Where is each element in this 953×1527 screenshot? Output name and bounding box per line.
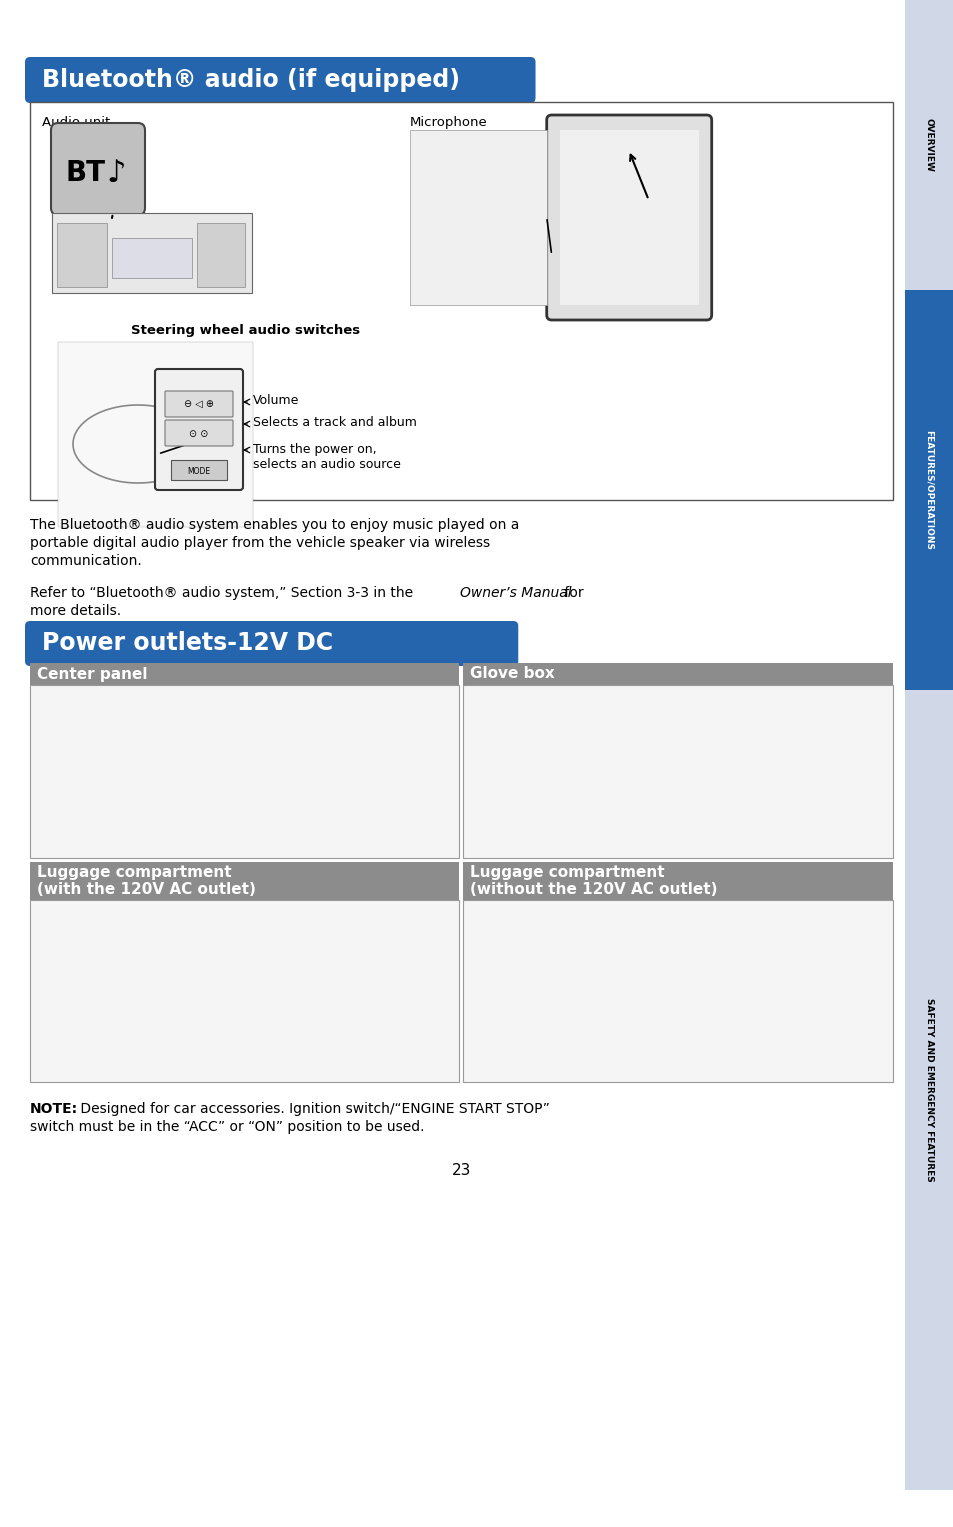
Text: Power outlets-12V DC: Power outlets-12V DC: [42, 632, 333, 655]
Bar: [463, 899, 892, 1083]
Text: (with the 120V AC outlet): (with the 120V AC outlet): [37, 881, 255, 896]
FancyBboxPatch shape: [51, 124, 145, 215]
Text: The Bluetooth® audio system enables you to enjoy music played on a: The Bluetooth® audio system enables you …: [30, 518, 518, 531]
FancyBboxPatch shape: [25, 56, 535, 102]
Text: 23: 23: [452, 1164, 471, 1177]
Bar: [904, 0, 953, 290]
Text: switch must be in the “ACC” or “ON” position to be used.: switch must be in the “ACC” or “ON” posi…: [30, 1119, 424, 1135]
Bar: [196, 223, 245, 287]
Text: portable digital audio player from the vehicle speaker via wireless: portable digital audio player from the v…: [30, 536, 490, 550]
Bar: [463, 686, 892, 858]
Bar: [58, 342, 253, 527]
Text: (without the 120V AC outlet): (without the 120V AC outlet): [470, 881, 718, 896]
Text: Center panel: Center panel: [37, 666, 148, 681]
Text: Luggage compartment: Luggage compartment: [470, 866, 664, 881]
Text: Steering wheel audio switches: Steering wheel audio switches: [132, 324, 360, 337]
Bar: [30, 899, 459, 1083]
Text: SAFETY AND EMERGENCY FEATURES: SAFETY AND EMERGENCY FEATURES: [924, 999, 933, 1182]
Bar: [30, 663, 459, 686]
FancyBboxPatch shape: [25, 621, 517, 666]
Text: FEATURES/OPERATIONS: FEATURES/OPERATIONS: [924, 431, 933, 550]
Bar: [904, 290, 953, 690]
Bar: [112, 238, 192, 278]
Text: ⊖ ◁ ⊕: ⊖ ◁ ⊕: [184, 400, 213, 411]
Bar: [559, 130, 698, 305]
FancyBboxPatch shape: [165, 391, 233, 417]
Text: BT: BT: [66, 159, 106, 186]
Text: Owner’s Manual: Owner’s Manual: [459, 586, 571, 600]
Text: more details.: more details.: [30, 605, 121, 618]
Text: Glove box: Glove box: [470, 666, 555, 681]
Bar: [171, 460, 227, 479]
Bar: [57, 223, 107, 287]
Text: Designed for car accessories. Ignition switch/“ENGINE START STOP”: Designed for car accessories. Ignition s…: [76, 1102, 549, 1116]
Bar: [409, 130, 546, 305]
Text: Selects a track and album: Selects a track and album: [253, 417, 416, 429]
Bar: [463, 663, 892, 686]
Text: Luggage compartment: Luggage compartment: [37, 866, 232, 881]
Bar: [463, 863, 892, 899]
FancyBboxPatch shape: [546, 115, 711, 321]
Bar: [30, 686, 459, 858]
Text: Volume: Volume: [253, 394, 299, 408]
Text: Turns the power on,: Turns the power on,: [253, 443, 376, 455]
Text: Refer to “Bluetooth® audio system,” Section 3-3 in the: Refer to “Bluetooth® audio system,” Sect…: [30, 586, 417, 600]
Text: OVERVIEW: OVERVIEW: [924, 118, 933, 173]
Text: ⊙ ⊙: ⊙ ⊙: [189, 429, 209, 438]
Text: for: for: [559, 586, 583, 600]
FancyBboxPatch shape: [165, 420, 233, 446]
Text: ♪: ♪: [106, 159, 126, 188]
Text: Bluetooth® audio (if equipped): Bluetooth® audio (if equipped): [42, 69, 459, 92]
Text: NOTE:: NOTE:: [30, 1102, 78, 1116]
Text: Microphone: Microphone: [409, 116, 487, 128]
Bar: [52, 212, 252, 293]
Bar: [904, 690, 953, 1490]
FancyBboxPatch shape: [154, 370, 243, 490]
Text: MODE: MODE: [187, 467, 211, 475]
Bar: [30, 863, 459, 899]
Text: communication.: communication.: [30, 554, 142, 568]
Bar: [30, 102, 892, 499]
Text: selects an audio source: selects an audio source: [253, 458, 400, 470]
Text: Audio unit: Audio unit: [42, 116, 111, 128]
